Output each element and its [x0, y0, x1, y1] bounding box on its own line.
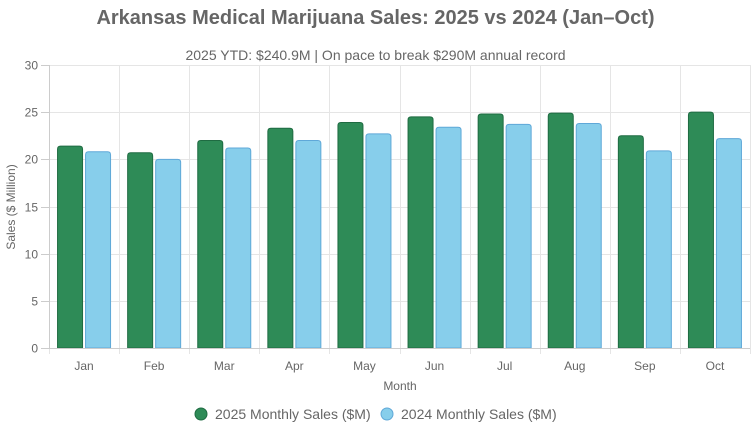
x-tick-label: Apr	[285, 359, 304, 373]
bar-2025-oct[interactable]	[687, 111, 714, 349]
x-tick-label: Oct	[706, 359, 725, 373]
bar-2025-sep[interactable]	[617, 135, 644, 349]
chart-subtitle: 2025 YTD: $240.9M | On pace to break $29…	[185, 47, 565, 63]
bar-2025-apr[interactable]	[267, 127, 294, 349]
bar-2024-jul[interactable]	[505, 123, 532, 349]
legend: 2025 Monthly Sales ($M) 2024 Monthly Sale…	[194, 406, 557, 422]
y-tick-label: 0	[31, 342, 38, 356]
y-tick-label: 5	[31, 295, 38, 309]
y-tick-label: 25	[25, 106, 39, 120]
bar-2024-aug[interactable]	[575, 122, 602, 349]
gridlines	[49, 65, 751, 354]
bar-2025-jun[interactable]	[407, 116, 434, 349]
bar-2025-may[interactable]	[337, 122, 364, 349]
x-tick-label: Jan	[74, 359, 93, 373]
y-tick-label: 15	[25, 201, 39, 215]
x-tick-label: Jun	[425, 359, 444, 373]
x-tick-label: Aug	[564, 359, 585, 373]
y-axis-title: Sales ($ Million)	[4, 164, 18, 249]
y-tick-label: 30	[25, 59, 39, 73]
bar-2024-mar[interactable]	[225, 147, 252, 349]
bar-2025-feb[interactable]	[127, 152, 154, 349]
chart-title: Arkansas Medical Marijuana Sales: 2025 v…	[96, 7, 654, 29]
bar-2025-aug[interactable]	[547, 112, 574, 349]
axes: 0 5 10 15 20 25 30 Jan Feb Mar Apr May Jun Jul Aug Sep O…	[25, 59, 750, 373]
bar-2025-jan[interactable]	[57, 145, 84, 349]
legend-swatch-2024[interactable]	[380, 407, 394, 421]
bar-2024-jun[interactable]	[435, 126, 462, 349]
x-axis-title: Month	[383, 379, 416, 393]
x-tick-label: Sep	[634, 359, 656, 373]
bars	[57, 111, 742, 349]
x-tick-label: Jul	[497, 359, 512, 373]
bar-2025-jul[interactable]	[477, 113, 504, 349]
bar-2025-mar[interactable]	[197, 139, 224, 349]
x-tick-label: Feb	[144, 359, 165, 373]
legend-label-2024[interactable]: 2024 Monthly Sales ($M)	[401, 406, 557, 422]
y-tick-label: 20	[25, 153, 39, 167]
x-tick-label: Mar	[214, 359, 235, 373]
legend-swatch-2025[interactable]	[194, 407, 208, 421]
legend-label-2025[interactable]: 2025 Monthly Sales ($M)	[215, 406, 371, 422]
y-tick-label: 10	[25, 248, 39, 262]
bar-2024-may[interactable]	[365, 133, 392, 349]
bar-2024-apr[interactable]	[295, 139, 322, 349]
bar-2024-jan[interactable]	[85, 151, 112, 349]
bar-2024-sep[interactable]	[645, 150, 672, 349]
x-tick-label: May	[353, 359, 376, 373]
bar-2024-feb[interactable]	[155, 158, 182, 349]
bar-2024-oct[interactable]	[715, 138, 742, 349]
